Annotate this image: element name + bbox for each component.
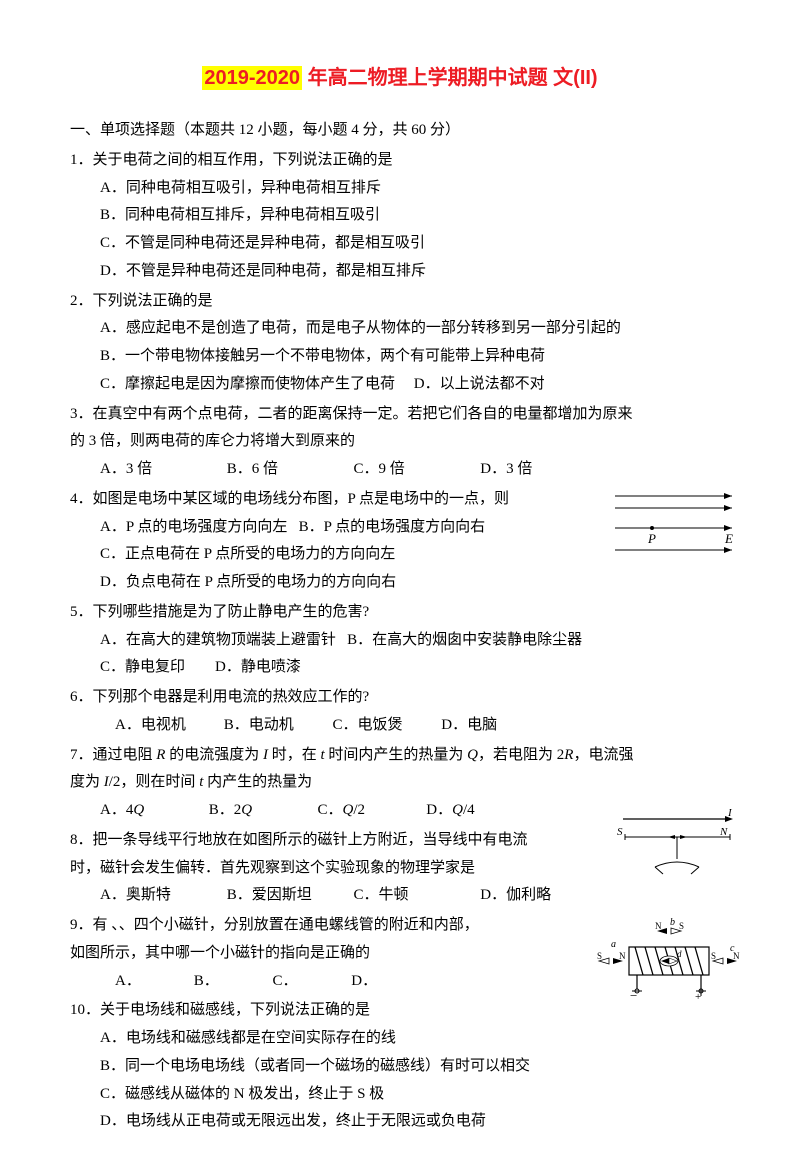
q9-opt-b: B． [194, 968, 269, 996]
q2-stem: 2．下列说法正确的是 [70, 288, 730, 316]
svg-text:N: N [619, 951, 626, 961]
q10-opt-a: A．电场线和磁感线都是在空间实际存在的线 [100, 1025, 730, 1053]
q9-solenoid-figure: b NS a SN c SN d [595, 917, 740, 1002]
q7-opt-d: D．Q/4 [426, 797, 516, 825]
q7-stem2: 度为 I/2，则在时间 t 内产生的热量为 [70, 769, 730, 797]
svg-text:b: b [670, 917, 675, 928]
q1-opt-a: A．同种电荷相互吸引，异种电荷相互排斥 [100, 175, 730, 203]
q5-opt-a: A．在高大的建筑物顶端装上避雷针 [100, 632, 336, 648]
q4-field-lines-figure: P E [610, 488, 740, 558]
question-8: I S N 8．把一条导线平行地放在如图所示的磁针上方附近，当导线中有电流 时，… [70, 827, 730, 910]
question-4: P E 4．如图是电场中某区域的电场线分布图，P 点是电场中的一点，则 A．P … [70, 486, 730, 597]
q2-opt-a: A．感应起电不是创造了电荷，而是电子从物体的一部分转移到另一部分引起的 [100, 315, 730, 343]
question-10: 10．关于电场线和磁感线，下列说法正确的是 A．电场线和磁感线都是在空间实际存在… [70, 997, 730, 1136]
svg-text:S: S [711, 951, 716, 961]
q10-stem: 10．关于电场线和磁感线，下列说法正确的是 [70, 997, 730, 1025]
svg-text:S: S [597, 951, 602, 961]
q3-stem1: 3．在真空中有两个点电荷，二者的距离保持一定。若把它们各自的电量都增加为原来 [70, 401, 730, 429]
q7-opt-b: B．2Q [209, 797, 299, 825]
q8-compass-figure: I S N [615, 809, 740, 879]
q10-opt-c: C．磁感线从磁体的 N 极发出，终止于 S 极 [100, 1081, 730, 1109]
q2-opt-b: B．一个带电物体接触另一个不带电物体，两个有可能带上异种电荷 [100, 343, 730, 371]
q1-opt-d: D．不管是异种电荷还是同种电荷，都是相互排斥 [100, 258, 730, 286]
q6-opt-d: D．电脑 [441, 712, 497, 740]
svg-text:I: I [727, 809, 733, 819]
q3-opt-d: D．3 倍 [480, 456, 585, 484]
q3-stem2: 的 3 倍，则两电荷的库仑力将增大到原来的 [70, 428, 730, 456]
q7-opt-c: C．Q/2 [318, 797, 408, 825]
q10-opt-d: D．电场线从正电荷或无限远出发，终止于无限远或负电荷 [100, 1108, 730, 1136]
q9-opt-d: D． [351, 968, 377, 996]
q1-opt-c: C．不管是同种电荷还是异种电荷，都是相互吸引 [100, 230, 730, 258]
q9-opt-c: C． [273, 968, 348, 996]
title-rest: 年高二物理上学期期中试题 文(II) [302, 67, 598, 89]
q8-opt-d: D．伽利略 [480, 882, 585, 910]
q5-opt-d: D．静电喷漆 [215, 659, 301, 675]
q3-opt-c: C．9 倍 [354, 456, 459, 484]
q6-opt-c: C．电饭煲 [333, 712, 438, 740]
svg-text:N: N [719, 826, 728, 838]
svg-text:E: E [724, 531, 733, 546]
question-9: b NS a SN c SN d [70, 912, 730, 995]
q4-opt-a: A．P 点的电场强度方向向左 [100, 519, 287, 535]
q9-opt-a: A． [115, 968, 190, 996]
svg-text:N: N [655, 921, 662, 931]
q10-opt-b: B．同一个电场电场线（或者同一个磁场的磁感线）有时可以相交 [100, 1053, 730, 1081]
q2-opt-d: D．以上说法都不对 [414, 376, 545, 392]
question-2: 2．下列说法正确的是 A．感应起电不是创造了电荷，而是电子从物体的一部分转移到另… [70, 288, 730, 399]
question-6: 6．下列那个电器是利用电流的热效应工作的? A．电视机 B．电动机 C．电饭煲 … [70, 684, 730, 740]
q5-opt-c: C．静电复印 [100, 659, 185, 675]
q1-stem: 1．关于电荷之间的相互作用，下列说法正确的是 [70, 147, 730, 175]
question-5: 5．下列哪些措施是为了防止静电产生的危害? A．在高大的建筑物顶端装上避雷针 B… [70, 599, 730, 682]
svg-text:N: N [733, 951, 740, 961]
svg-text:S: S [617, 826, 623, 838]
svg-text:P: P [647, 531, 656, 546]
svg-text:S: S [679, 921, 684, 931]
q6-opt-b: B．电动机 [224, 712, 329, 740]
question-1: 1．关于电荷之间的相互作用，下列说法正确的是 A．同种电荷相互吸引，异种电荷相互… [70, 147, 730, 286]
section-heading: 一、单项选择题（本题共 12 小题，每小题 4 分，共 60 分） [70, 117, 730, 145]
q1-opt-b: B．同种电荷相互排斥，异种电荷相互吸引 [100, 202, 730, 230]
q3-opt-a: A．3 倍 [100, 456, 205, 484]
q4-opt-d: D．负点电荷在 P 点所受的电场力的方向向右 [100, 569, 730, 597]
q7-stem1: 7．通过电阻 R 的电流强度为 I 时，在 t 时间内产生的热量为 Q，若电阻为… [70, 742, 730, 770]
svg-text:d: d [677, 949, 682, 959]
q4-opt-b: B．P 点的电场强度方向向右 [299, 519, 486, 535]
q8-opt-b: B．爱因斯坦 [227, 882, 332, 910]
title-year: 2019-2020 [202, 66, 302, 90]
svg-text:a: a [611, 939, 616, 950]
q8-opt-c: C．牛顿 [354, 882, 459, 910]
q5-stem: 5．下列哪些措施是为了防止静电产生的危害? [70, 599, 730, 627]
q8-opt-a: A．奥斯特 [100, 882, 205, 910]
exam-title: 2019-2020 年高二物理上学期期中试题 文(II) [70, 60, 730, 97]
q3-opt-b: B．6 倍 [227, 456, 332, 484]
q7-opt-a: A．4Q [100, 797, 190, 825]
question-3: 3．在真空中有两个点电荷，二者的距离保持一定。若把它们各自的电量都增加为原来 的… [70, 401, 730, 484]
q6-stem: 6．下列那个电器是利用电流的热效应工作的? [70, 684, 730, 712]
q6-opt-a: A．电视机 [115, 712, 220, 740]
q5-opt-b: B．在高大的烟囱中安装静电除尘器 [347, 632, 582, 648]
q2-opt-c: C．摩擦起电是因为摩擦而使物体产生了电荷 [100, 376, 395, 392]
